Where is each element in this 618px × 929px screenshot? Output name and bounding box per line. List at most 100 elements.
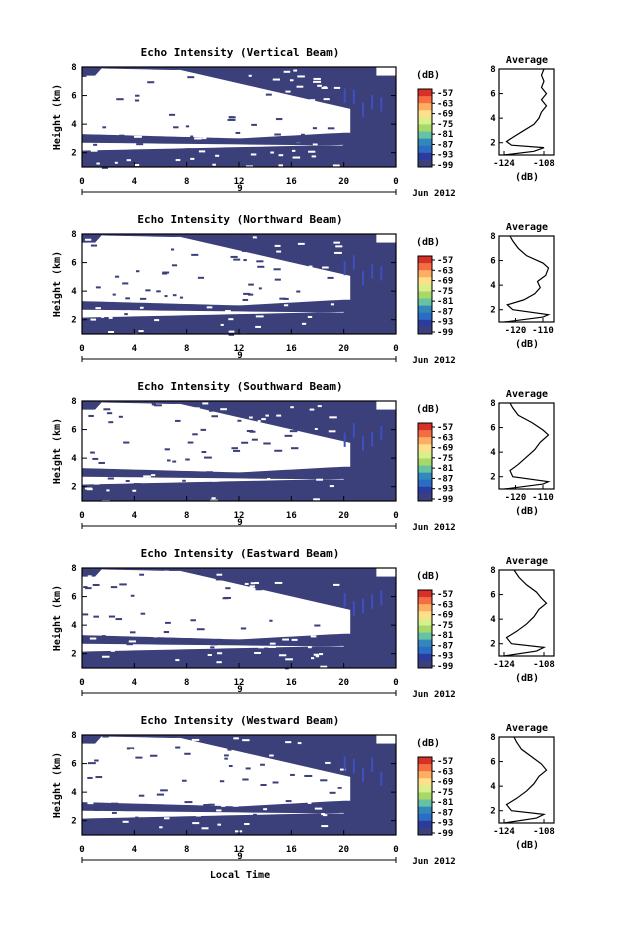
speckle (316, 569, 322, 572)
speckle (247, 115, 254, 118)
x-tick-label: 20 (338, 678, 349, 688)
speckle (191, 253, 199, 256)
speckle (313, 498, 320, 501)
colorbar-unit: (dB) (416, 237, 440, 248)
panel-title: Echo Intensity (Vertical Beam) (141, 46, 340, 59)
speckle (270, 317, 279, 320)
x-tick-label: 8 (184, 845, 189, 855)
speckle (92, 583, 100, 586)
speckle (211, 154, 215, 157)
speckle (125, 479, 130, 482)
speckle (159, 826, 163, 829)
x-tick-label: 4 (132, 845, 138, 855)
speckle (111, 802, 119, 805)
speckle (240, 603, 249, 606)
speckle (103, 758, 108, 761)
avg-y-tick-label: 4 (490, 782, 496, 792)
colorbar-label: -75 (437, 120, 453, 130)
colorbar-segment (418, 319, 432, 328)
speckle (283, 304, 289, 307)
y-axis-label: Height (km) (51, 585, 63, 651)
speckle (292, 156, 301, 159)
average-xlabel: (dB) (515, 673, 539, 684)
speckle (281, 459, 285, 462)
speckle (295, 629, 300, 632)
speckle (130, 748, 134, 751)
speckle (108, 316, 113, 319)
colorbar-label: -63 (437, 767, 453, 777)
speckle (176, 624, 181, 627)
speckle (164, 448, 170, 451)
speckle (123, 441, 130, 444)
speckle (244, 771, 249, 774)
speckle (93, 615, 99, 618)
date-center: 9 (237, 351, 242, 361)
speckle (83, 743, 88, 746)
y-tick-label: 2 (71, 817, 76, 827)
speckle (339, 289, 346, 292)
colorbar-label: -93 (437, 819, 453, 829)
speckle (274, 449, 283, 452)
speckle (210, 643, 218, 646)
speckle (259, 277, 264, 280)
speckle (110, 797, 115, 800)
x-tick-label: 12 (234, 678, 245, 688)
speckle (93, 143, 98, 146)
speckle (308, 820, 316, 823)
speckle (318, 621, 324, 624)
speckle (132, 489, 137, 492)
speckle (254, 581, 259, 584)
speckle (320, 640, 328, 643)
colorbar-segment (418, 618, 432, 626)
panel-title: Echo Intensity (Eastward Beam) (141, 547, 340, 560)
speckle (319, 121, 327, 124)
speckle (245, 767, 251, 770)
speckle (319, 599, 327, 602)
speckle (276, 414, 282, 417)
speckle (162, 248, 171, 251)
speckle (95, 286, 101, 289)
speckle (233, 85, 240, 88)
colorbar-label: -99 (437, 662, 453, 672)
speckle (342, 144, 349, 147)
speckle (89, 637, 97, 640)
date-center: 9 (237, 184, 242, 194)
speckle (191, 826, 196, 829)
average-profile-line (503, 68, 548, 156)
average-profile-line (503, 736, 548, 824)
colorbar-segment (418, 305, 432, 314)
speckle (217, 638, 221, 641)
colorbar-segment (418, 493, 432, 502)
speckle (273, 268, 281, 271)
x-tick-label: 12 (234, 511, 245, 521)
speckle (297, 242, 305, 245)
speckle (164, 817, 170, 820)
speckle (237, 419, 242, 422)
colorbar-segment (418, 799, 432, 808)
speckle (278, 164, 283, 167)
speckle (233, 258, 241, 261)
speckle (314, 427, 318, 430)
speckle (264, 161, 272, 164)
speckle (201, 451, 207, 454)
x-tick-label: 8 (184, 344, 189, 354)
speckle (142, 771, 148, 774)
colorbar-label: -99 (437, 495, 453, 505)
speckle (217, 748, 225, 751)
speckle (312, 585, 316, 588)
speckle (100, 431, 108, 434)
speckle (246, 429, 254, 432)
colorbar-label: -93 (437, 652, 453, 662)
speckle (258, 646, 265, 649)
average-title: Average (506, 55, 548, 66)
speckle (183, 318, 189, 321)
speckle (171, 264, 178, 267)
speckle (90, 451, 95, 454)
speckle (175, 659, 180, 662)
speckle (263, 808, 268, 811)
no-echo-band (82, 142, 344, 151)
x-tick-label: 20 (338, 344, 349, 354)
speckle (162, 271, 170, 274)
y-tick-label: 4 (71, 120, 77, 130)
speckle (101, 635, 106, 638)
